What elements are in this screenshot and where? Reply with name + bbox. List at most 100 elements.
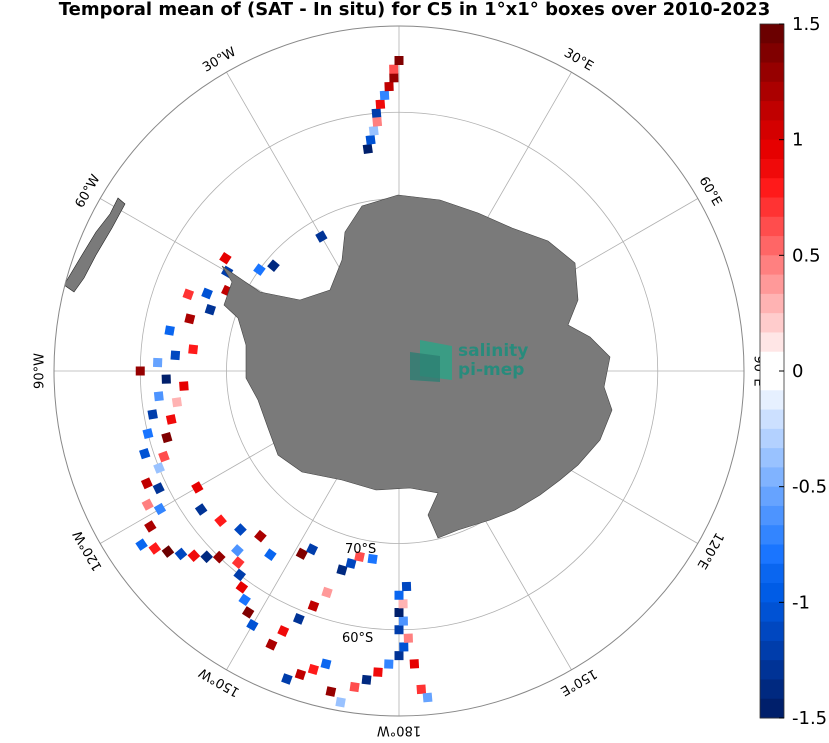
data-cell xyxy=(164,325,175,336)
data-cell xyxy=(336,564,348,576)
colorbar-step xyxy=(760,409,784,430)
colorbar-step xyxy=(760,274,784,295)
logo-mark-shadow xyxy=(410,352,440,382)
colorbar-step xyxy=(760,139,784,160)
colorbar-tick-label: 1 xyxy=(792,130,803,151)
colorbar-step xyxy=(760,390,784,411)
data-cell xyxy=(142,428,154,440)
data-cell xyxy=(403,633,413,643)
data-cell xyxy=(292,613,305,625)
data-cell xyxy=(200,550,214,564)
data-cell xyxy=(187,549,201,563)
data-cell xyxy=(141,498,154,511)
data-cell xyxy=(294,668,307,681)
data-cell xyxy=(354,551,365,562)
data-cell xyxy=(184,313,196,325)
data-cell xyxy=(389,64,399,74)
data-cell xyxy=(212,550,226,564)
colorbar-step xyxy=(760,24,784,44)
data-cell xyxy=(161,432,173,444)
colorbar-step xyxy=(760,313,784,333)
data-cell xyxy=(375,99,386,110)
data-cell xyxy=(384,659,394,669)
lat-label-60s: 60°S xyxy=(342,631,373,646)
data-cell xyxy=(349,681,360,693)
data-cell xyxy=(379,90,390,101)
data-cell xyxy=(153,391,164,402)
colorbar-step xyxy=(760,178,784,198)
data-cell xyxy=(233,568,247,582)
data-cell xyxy=(371,108,382,119)
data-cell xyxy=(394,651,404,661)
data-cell xyxy=(171,397,183,408)
data-cell xyxy=(335,697,346,708)
logo-line2: pi-mep xyxy=(458,360,524,380)
data-cell xyxy=(365,134,376,145)
data-cell xyxy=(179,381,189,391)
data-cell xyxy=(231,544,244,557)
colorbar-step xyxy=(760,428,784,449)
data-cell xyxy=(153,462,165,474)
colorbar-step xyxy=(760,563,784,584)
data-cell xyxy=(152,482,165,495)
data-cell xyxy=(315,230,328,243)
colorbar-step xyxy=(760,505,784,526)
data-cell xyxy=(161,545,175,558)
data-cell xyxy=(174,547,188,561)
data-cell xyxy=(153,502,167,516)
map-content xyxy=(54,26,744,716)
colorbar-step xyxy=(760,236,784,256)
colorbar-tick-label: 0.5 xyxy=(792,245,821,266)
data-cell xyxy=(295,547,308,560)
data-cell xyxy=(182,288,195,301)
colorbar-step xyxy=(760,62,784,83)
data-cell xyxy=(320,658,332,670)
data-cell xyxy=(307,600,320,612)
south-america-landmass xyxy=(63,197,126,293)
data-cell xyxy=(246,618,259,632)
colorbar-step xyxy=(760,120,784,141)
colorbar-step xyxy=(760,332,784,353)
data-cell xyxy=(188,344,199,355)
colorbar-step xyxy=(760,640,784,661)
data-cell xyxy=(139,447,151,460)
data-cell xyxy=(165,414,177,425)
data-cell xyxy=(372,116,383,127)
data-cell xyxy=(399,642,409,652)
colorbar-step xyxy=(760,43,784,64)
lon-label: 90°W xyxy=(33,353,48,389)
colorbar-step xyxy=(760,101,784,121)
data-cell xyxy=(398,616,408,626)
colorbar-step xyxy=(760,583,784,603)
data-cell xyxy=(401,581,412,592)
data-cell xyxy=(373,667,383,677)
colorbar-step xyxy=(760,467,784,488)
colorbar-step xyxy=(760,216,784,237)
data-cell xyxy=(204,304,217,316)
colorbar-step xyxy=(760,660,784,680)
data-cell xyxy=(194,503,208,516)
data-cell xyxy=(265,638,278,651)
colorbar-step xyxy=(760,486,784,507)
data-cell xyxy=(148,542,162,555)
colorbar-step xyxy=(760,448,784,468)
data-cell xyxy=(214,514,227,528)
data-cell xyxy=(152,357,163,368)
data-cell xyxy=(281,673,293,685)
data-cell xyxy=(253,263,266,276)
data-cell xyxy=(135,538,148,551)
data-cell xyxy=(384,81,394,92)
data-cell xyxy=(267,259,280,273)
colorbar-step xyxy=(760,602,784,623)
data-cell xyxy=(254,529,267,543)
data-cell xyxy=(147,409,158,420)
data-cells xyxy=(135,56,433,708)
colorbar-step xyxy=(760,255,784,276)
colorbar-step xyxy=(760,525,784,545)
map-frame xyxy=(53,25,745,717)
data-cell xyxy=(170,350,181,361)
colorbar-step xyxy=(760,293,784,314)
data-cell xyxy=(368,125,379,136)
colorbar-step xyxy=(760,351,784,372)
